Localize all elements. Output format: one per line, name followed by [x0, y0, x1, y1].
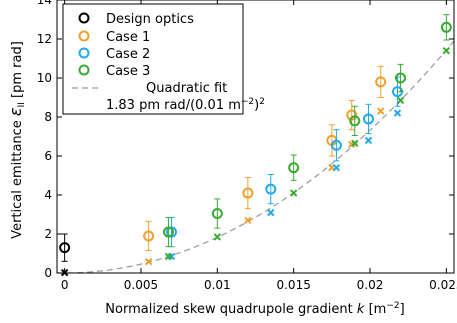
tick-labels: 0 0.005 0.01 0.015 0.02 0.025 0 2 4 6 8 10 12 14: [37, 0, 457, 292]
legend-entry-case-2: Case 2: [78, 47, 150, 62]
model-point-case-2: [364, 136, 373, 145]
measured-point-case-1: [143, 230, 155, 242]
model-point-case-3: [351, 139, 359, 148]
x-tick-label: 0.005: [124, 278, 158, 292]
legend-entry-quadratic-fit: Quadratic fit 1.83 pm rad/(0.01 m−2)2: [72, 81, 265, 113]
measured-point-case-3: [440, 21, 452, 33]
legend-entry-design-optics: Design optics: [78, 12, 194, 27]
y-tick-label: 6: [44, 149, 52, 163]
model-point-case-2: [332, 163, 341, 172]
y-tick-label: 14: [37, 0, 52, 7]
measured-point-case-2: [362, 113, 374, 125]
legend-marker-case-3: [78, 64, 90, 76]
legend: Design optics Case 1 Case 2 Case 3 Quadr…: [62, 3, 265, 115]
legend-label-fit-coefficient: 1.83 pm rad/(0.01 m−2)2: [106, 97, 265, 113]
x-tick-label: 0: [61, 278, 69, 292]
measured-point-case-1: [375, 76, 387, 88]
measured-point-case-2: [265, 183, 277, 195]
measured-point-case-3: [288, 162, 300, 174]
model-point-case-3: [213, 233, 222, 241]
model-point-case-3: [289, 189, 298, 197]
model-point-case-3: [164, 252, 173, 261]
x-tick-label: 0.01: [204, 278, 231, 292]
model-point-case-2: [267, 208, 275, 217]
legend-marker-case-1: [78, 30, 90, 42]
model-point-case-2: [393, 109, 402, 117]
legend-marker-design-optics: [78, 12, 90, 24]
x-tick-label: 0.025: [429, 278, 457, 292]
model-point-case-3: [396, 96, 405, 105]
measured-point-case-3: [349, 115, 361, 127]
measured-point-case-1: [346, 109, 358, 121]
legend-box: [62, 3, 244, 115]
measured-point-design-optics: [59, 242, 71, 254]
data-points-layer: [59, 14, 452, 277]
plot-frame: [56, 0, 455, 274]
legend-marker-case-2: [78, 47, 90, 59]
x-axis-label: Normalized skew quadrupole gradient k [m…: [105, 301, 404, 317]
y-axis-label: Vertical emittance εII [pm rad]: [6, 41, 27, 239]
legend-entry-case-1: Case 1: [78, 30, 150, 45]
legend-entry-case-3: Case 3: [78, 64, 150, 79]
y-tick-label: 0: [44, 266, 52, 280]
model-point-case-1: [144, 257, 153, 266]
measured-point-case-3: [395, 72, 407, 84]
model-point-case-3: [442, 46, 451, 55]
measured-point-case-3: [162, 226, 174, 238]
y-tick-label: 8: [44, 110, 52, 124]
y-tick-label: 12: [37, 32, 52, 46]
x-tick-label: 0.015: [276, 278, 310, 292]
y-tick-label: 10: [37, 71, 52, 85]
legend-label-case-2: Case 2: [106, 47, 150, 62]
y-tick-label: 4: [44, 188, 52, 202]
model-point-case-1: [377, 107, 385, 115]
y-tick-label: 2: [44, 227, 52, 241]
measured-point-case-2: [330, 139, 342, 151]
x-tick-label: 0.02: [357, 278, 384, 292]
legend-label-design-optics: Design optics: [106, 12, 194, 27]
legend-label-quadratic-fit: Quadratic fit: [146, 81, 227, 96]
measured-point-case-1: [242, 187, 254, 199]
legend-label-case-3: Case 3: [106, 64, 150, 79]
model-point-case-1: [244, 216, 252, 225]
measured-point-case-3: [211, 208, 223, 220]
legend-label-case-1: Case 1: [106, 30, 150, 45]
